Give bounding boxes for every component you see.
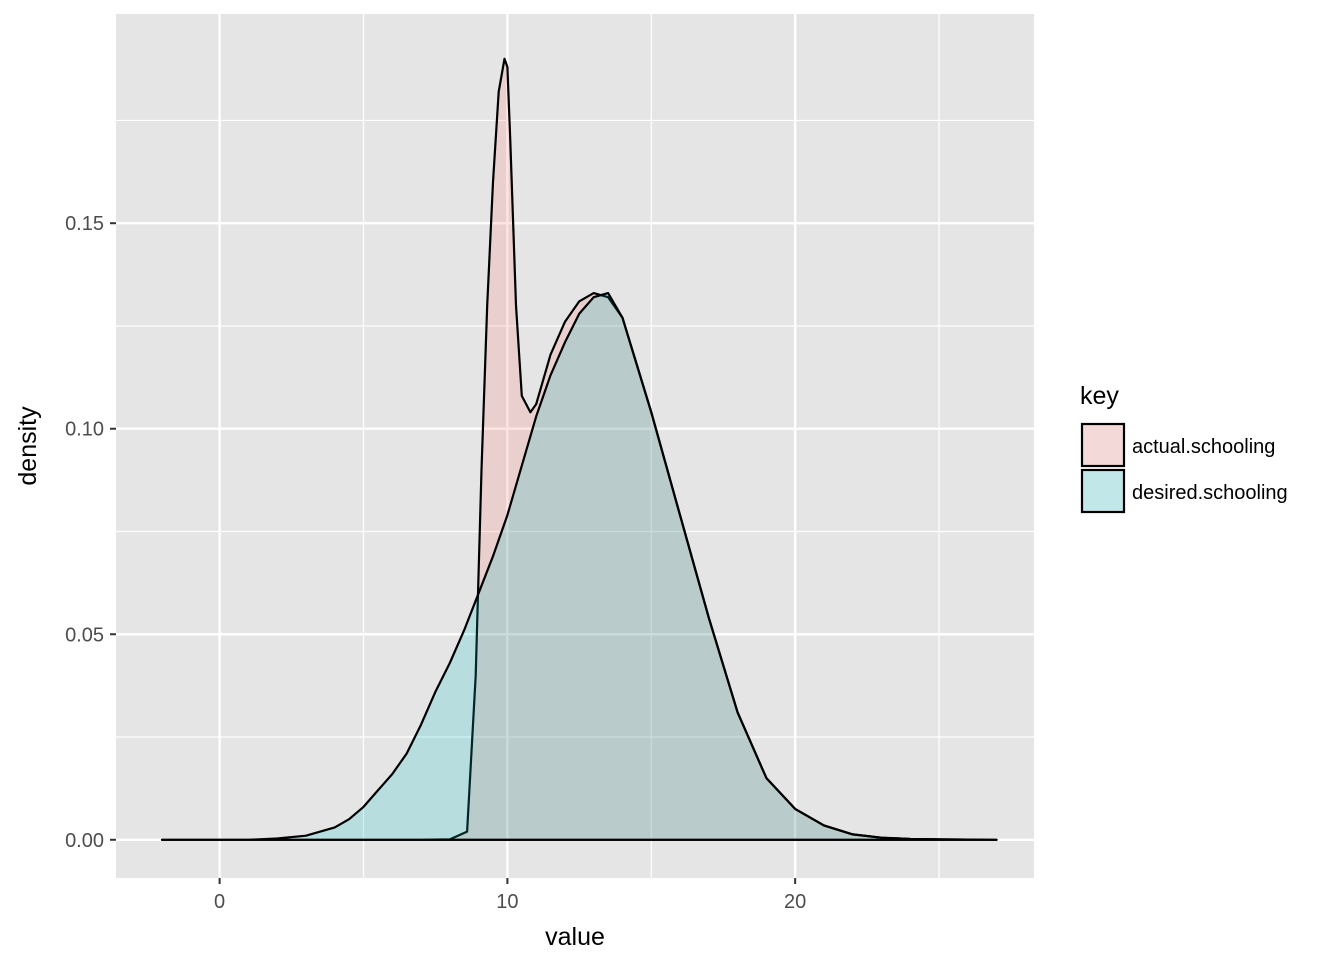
y-tick-label: 0.00 xyxy=(65,830,104,852)
y-axis: 0.00 0.05 0.10 0.15 xyxy=(65,213,116,852)
x-tick-label: 0 xyxy=(214,891,225,913)
x-axis: 0 10 20 xyxy=(214,878,806,913)
legend-items: actual.schooling desired.schooling xyxy=(1080,422,1288,514)
density-area-desired-schooling xyxy=(160,292,998,841)
x-tick-label: 10 xyxy=(496,891,518,913)
y-axis-title: density xyxy=(14,406,42,486)
y-tick-label: 0.15 xyxy=(65,213,104,235)
legend-label-actual-schooling: actual.schooling xyxy=(1132,436,1275,458)
plot-panel xyxy=(116,14,1034,878)
y-tick-label: 0.10 xyxy=(65,419,104,441)
legend-key-desired-schooling xyxy=(1080,468,1126,514)
legend-key-actual-schooling xyxy=(1080,422,1126,468)
legend-key-background xyxy=(1082,424,1124,466)
y-tick-label: 0.05 xyxy=(65,624,104,646)
legend-title: key xyxy=(1080,382,1119,410)
density-areas xyxy=(160,57,998,841)
x-axis-title: value xyxy=(545,923,605,951)
legend-label-desired-schooling: desired.schooling xyxy=(1132,482,1288,504)
legend: key actual.schooling desired.schooling xyxy=(1080,382,1288,514)
grid-minor-lines xyxy=(116,14,1034,878)
legend-key-background xyxy=(1082,470,1124,512)
x-tick-label: 20 xyxy=(784,891,806,913)
